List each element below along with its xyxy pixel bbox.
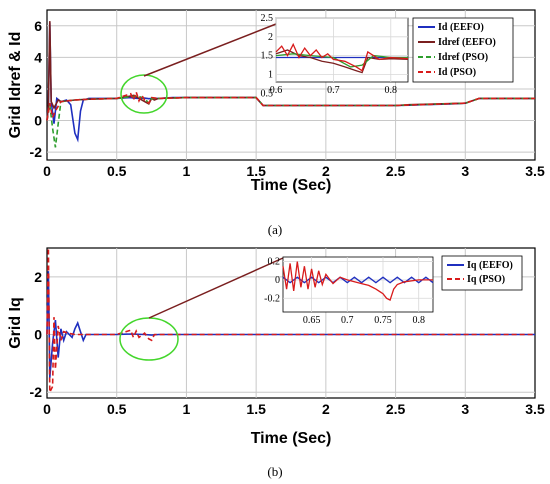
inset-x-tick-label: 0.8	[385, 85, 398, 96]
inset-y-tick-labels: 0.2 0 -0.2	[264, 257, 280, 305]
inset-grid	[275, 17, 408, 82]
series-line	[46, 89, 535, 121]
x-tick-label: 1.5	[246, 401, 266, 417]
legend-entry: Iq (EEFO)	[467, 260, 513, 271]
y-axis-label: Grid Idref & Id	[7, 32, 24, 139]
x-tick-label: 0	[43, 163, 51, 179]
inset-y-tick-label: 0	[275, 275, 280, 286]
y-tick-label: 2	[34, 269, 42, 285]
inset-y-tick-label: 0.5	[261, 88, 274, 99]
inset-y-tick-label: 1	[268, 69, 273, 80]
x-tick-label: 1	[183, 401, 191, 417]
legend-entry: Iq (PSO)	[467, 274, 505, 285]
inset-x-tick-labels: 0.6 0.7 0.8	[270, 85, 397, 96]
inset-frame	[282, 256, 434, 313]
x-tick-label: 3.5	[525, 163, 545, 179]
inset-series-line	[282, 276, 434, 284]
x-tick-label: 3	[461, 401, 469, 417]
inset-x-tick-label: 0.65	[303, 315, 321, 326]
inset-x-tick-labels: 0.65 0.7 0.75 0.8	[303, 315, 425, 326]
x-axis-label: Time (Sec)	[251, 177, 332, 194]
series-lines	[46, 21, 535, 148]
series-lines	[46, 247, 535, 393]
y-axis-label: Grid Iq	[7, 297, 24, 349]
x-tick-label: 1	[183, 163, 191, 179]
inset-chart: 0.6 0.7 0.8 2.5 2 1.5 1 0.5	[261, 13, 409, 99]
x-tick-labels: 0 0.5 1 1.5 2 2.5 3 3.5	[43, 401, 545, 417]
legend-entry: Id (PSO)	[438, 67, 476, 78]
x-tick-label: 2.5	[386, 163, 406, 179]
legend-entry: Idref (EEFO)	[438, 37, 496, 48]
x-tick-label: 2.5	[386, 401, 406, 417]
inset-series-line	[275, 42, 409, 72]
inset-x-tick-label: 0.6	[270, 85, 283, 96]
inset-x-tick-label: 0.75	[374, 315, 392, 326]
y-tick-labels: 2 0 -2	[30, 269, 43, 400]
x-axis-label: Time (Sec)	[251, 430, 332, 447]
y-tick-labels: 6 4 2 0 -2	[30, 18, 43, 160]
zoom-highlight-circle	[120, 74, 168, 114]
x-tick-label: 2	[322, 163, 330, 179]
y-tick-label: -2	[30, 384, 43, 400]
y-tick-label: 0	[34, 327, 42, 343]
legend-entry: Id (EEFO)	[438, 22, 484, 33]
inset-series-lines	[275, 42, 409, 74]
series-line	[46, 247, 535, 393]
inset-series-lines	[282, 261, 434, 302]
panel-label: (a)	[268, 222, 282, 237]
inset-x-tick-label: 0.7	[341, 315, 354, 326]
x-tick-label: 1.5	[246, 163, 266, 179]
inset-y-tick-label: -0.2	[264, 293, 280, 304]
x-tick-label: 0	[43, 401, 51, 417]
inset-x-tick-label: 0.7	[327, 85, 340, 96]
panel-label: (b)	[267, 464, 282, 479]
inset-y-tick-label: 2	[268, 32, 273, 43]
panel-b: 0 0.5 1 1.5 2 2.5 3 3.5 20-2 Time (Sec) Grid Iq…	[7, 247, 545, 479]
legend-entry: Idref (PSO)	[438, 52, 488, 63]
legend: Id (EEFO) Idref (EEFO) Idref (PSO) Id (PSO)	[412, 17, 514, 83]
zoom-connector-line	[143, 23, 277, 77]
inset-chart: 0.65 0.7 0.75 0.8 0.2 0 -0.2	[264, 256, 434, 326]
x-tick-label: 2	[322, 401, 330, 417]
x-tick-label: 0.5	[107, 163, 127, 179]
y-tick-label: 6	[34, 18, 42, 34]
inset-series-line	[282, 261, 433, 302]
x-tick-labels: 0 0.5 1 1.5 2 2.5 3 3.5	[43, 163, 545, 179]
y-tick-label: -2	[30, 144, 43, 160]
inset-y-tick-label: 0.2	[268, 257, 281, 268]
legend-box	[441, 255, 523, 291]
legend: Iq (EEFO) Iq (PSO)	[441, 255, 523, 291]
inset-series-line	[275, 53, 408, 68]
zoom-connector-line	[148, 257, 284, 319]
inset-y-tick-label: 2.5	[261, 13, 274, 24]
y-tick-label: 0	[34, 113, 42, 129]
series-line	[46, 95, 535, 148]
x-tick-label: 0.5	[107, 401, 127, 417]
x-tick-label: 3	[461, 163, 469, 179]
inset-x-tick-label: 0.8	[412, 315, 425, 326]
x-tick-label: 3.5	[525, 401, 545, 417]
y-tick-label: 2	[34, 81, 42, 97]
inset-y-tick-label: 1.5	[261, 51, 274, 62]
inset-frame	[275, 17, 409, 83]
inset-y-tick-labels: 2.5 2 1.5 1 0.5	[261, 13, 274, 99]
y-tick-label: 4	[34, 49, 42, 65]
